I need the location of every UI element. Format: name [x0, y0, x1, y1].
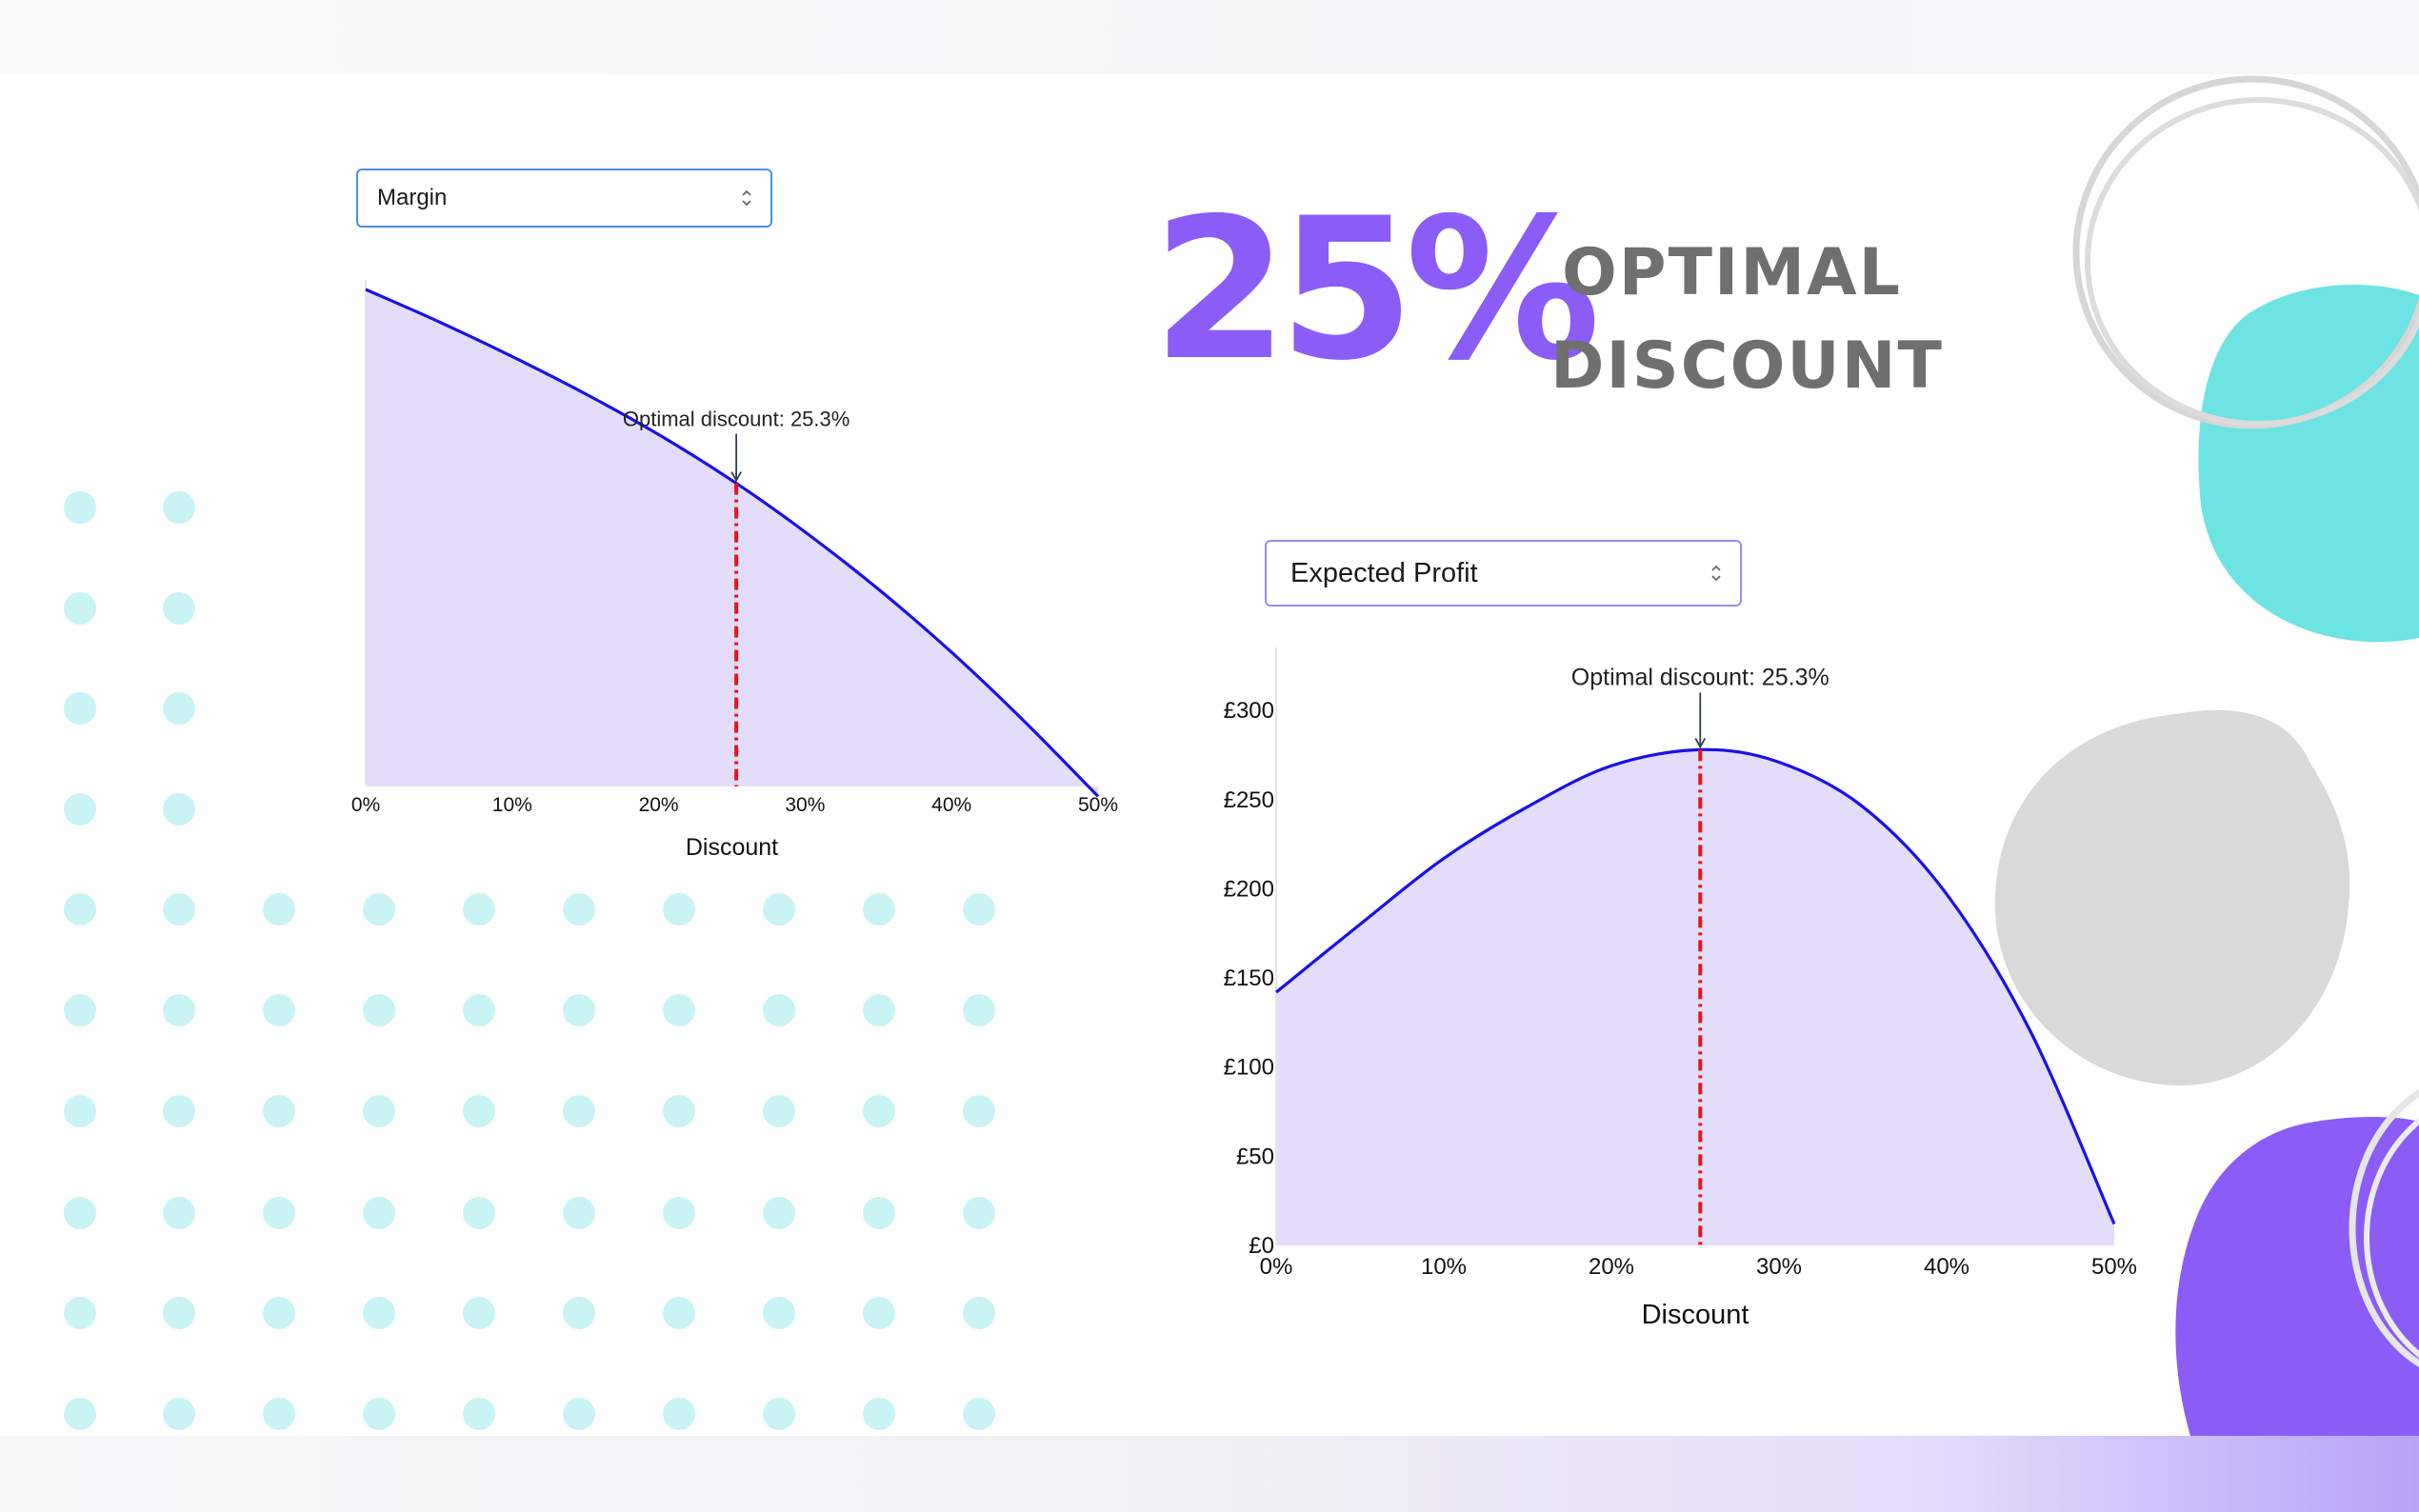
y-tick-label: £150: [1224, 965, 1274, 991]
expected-profit-select-value: Expected Profit: [1290, 557, 1478, 588]
optimal-discount-annotation: Optimal discount: 25.3%: [623, 408, 850, 431]
series-line: [365, 288, 1100, 798]
x-tick-label: 50%: [1078, 794, 1118, 816]
y-tick-label: £50: [1236, 1144, 1274, 1169]
chevron-updown-icon: [1711, 565, 1721, 582]
series-line: [1274, 747, 2116, 1225]
x-tick-label: 40%: [931, 794, 971, 816]
headline-line-1: OPTIMAL: [1562, 235, 1902, 310]
x-tick-label: 0%: [351, 794, 380, 816]
y-tick-label: £200: [1224, 876, 1274, 902]
x-tick-label: 0%: [1260, 1254, 1293, 1280]
x-tick-label: 30%: [1756, 1254, 1802, 1280]
optimal-discount-headline: 25% OPTIMAL DISCOUNT: [1152, 193, 1942, 414]
margin-select-value: Margin: [377, 185, 448, 210]
optimal-discount-annotation: Optimal discount: 25.3%: [1571, 664, 1829, 690]
optimal-discount-value: 25%: [1152, 177, 1601, 404]
expected-profit-select[interactable]: Expected Profit: [1265, 540, 1742, 607]
x-tick-label: 30%: [785, 794, 825, 816]
chart-area-fill: [366, 289, 1098, 797]
x-axis-title: Discount: [1642, 1300, 1749, 1330]
x-axis-title: Discount: [686, 834, 778, 861]
x-tick-label: 10%: [1421, 1254, 1467, 1280]
chevron-updown-icon: [742, 189, 751, 207]
y-tick-label: £250: [1224, 787, 1274, 813]
top-band: [0, 0, 2419, 74]
margin-select[interactable]: Margin: [356, 169, 772, 228]
x-tick-label: 50%: [2091, 1254, 2137, 1280]
bottom-gradient-band: [0, 1436, 2419, 1512]
chart-area-fill: [1276, 749, 2114, 1245]
y-tick-label: £0: [1249, 1233, 1274, 1259]
x-tick-label: 40%: [1924, 1254, 1969, 1280]
x-tick-label: 10%: [492, 794, 532, 816]
y-tick-label: £300: [1224, 698, 1274, 724]
x-tick-label: 20%: [639, 794, 679, 816]
headline-line-2: DISCOUNT: [1550, 328, 1944, 404]
annotation-arrowhead: [1694, 737, 1707, 749]
y-tick-label: £100: [1224, 1055, 1274, 1081]
x-tick-label: 20%: [1589, 1254, 1634, 1280]
annotation-arrowhead: [730, 471, 742, 483]
